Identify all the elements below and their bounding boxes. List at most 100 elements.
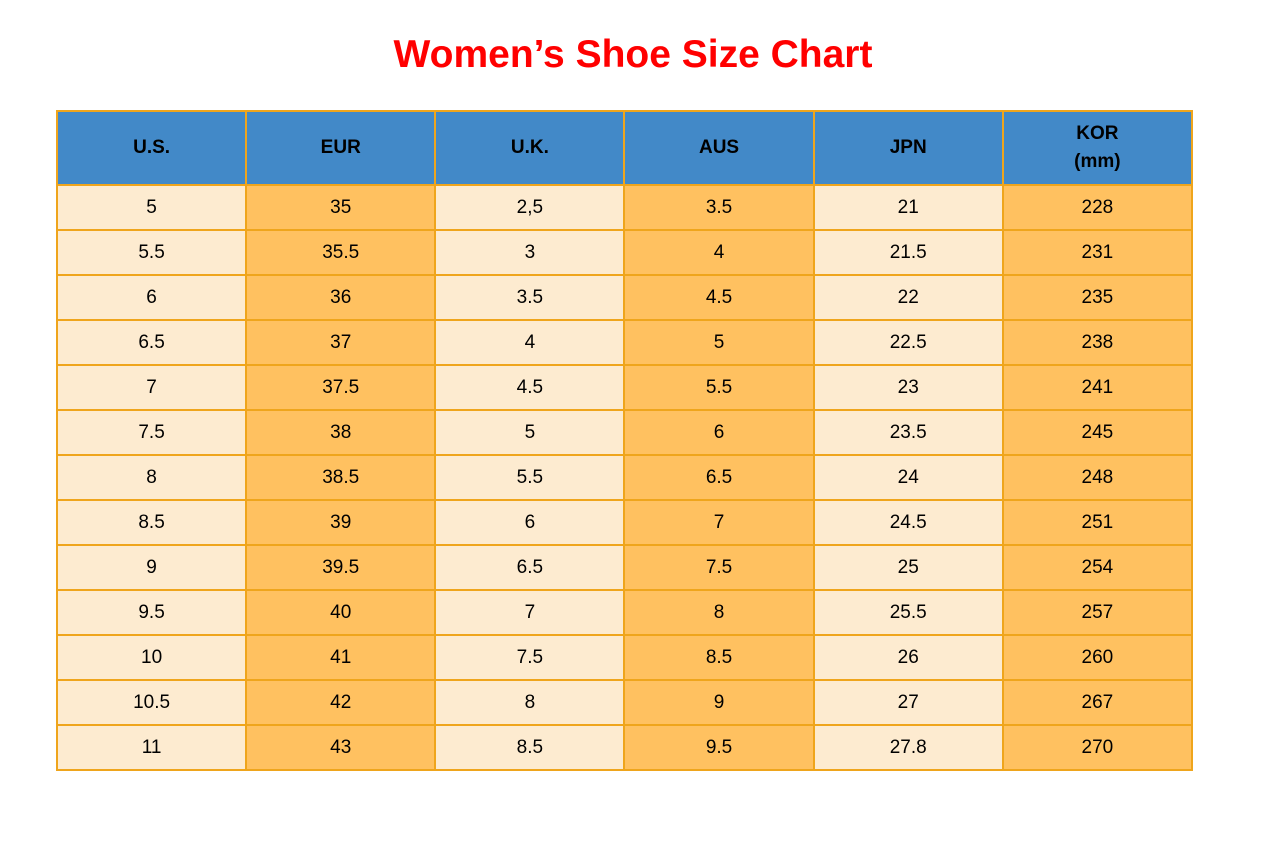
table-cell: 245 <box>1001 409 1194 456</box>
table-cell: 35.5 <box>245 229 437 276</box>
table-cell: 7 <box>55 364 248 411</box>
table-cell: 254 <box>1001 544 1194 591</box>
table-cell: 6 <box>623 409 815 456</box>
table-cell: 7 <box>623 499 815 546</box>
table-cell: 6.5 <box>55 319 248 366</box>
table-cell: 270 <box>1001 724 1194 771</box>
table-body: 5 35 2,5 3.5 21 228 5.5 35.5 3 4 21.5 231 6 36 3.5 4.5 2… <box>55 184 1194 771</box>
table-row: 5 35 2,5 3.5 21 228 <box>55 184 1194 231</box>
table-cell: 8 <box>55 454 248 501</box>
table-cell: 5 <box>55 184 248 231</box>
table-cell: 40 <box>245 589 437 636</box>
table-cell: 25.5 <box>812 589 1004 636</box>
table-cell: 42 <box>245 679 437 726</box>
table-cell: 27.8 <box>812 724 1004 771</box>
table-cell: 3.5 <box>623 184 815 231</box>
table-cell: 38.5 <box>245 454 437 501</box>
table-cell: 4 <box>434 319 626 366</box>
table-cell: 11 <box>55 724 248 771</box>
table-cell: 7.5 <box>434 634 626 681</box>
table-cell: 241 <box>1001 364 1194 411</box>
table-row: 5.5 35.5 3 4 21.5 231 <box>55 229 1194 276</box>
table-cell: 267 <box>1001 679 1194 726</box>
table-cell: 238 <box>1001 319 1194 366</box>
table-cell: 21.5 <box>812 229 1004 276</box>
table-cell: 2,5 <box>434 184 626 231</box>
table-cell: 27 <box>812 679 1004 726</box>
table-cell: 4.5 <box>623 274 815 321</box>
table-cell: 36 <box>245 274 437 321</box>
header-cell-uk: U.K. <box>434 110 626 186</box>
header-row: U.S. EUR U.K. AUS JPN KOR (mm) <box>55 110 1194 186</box>
table-cell: 8 <box>434 679 626 726</box>
table-cell: 26 <box>812 634 1004 681</box>
table-row: 7 37.5 4.5 5.5 23 241 <box>55 364 1194 411</box>
table-cell: 35 <box>245 184 437 231</box>
header-cell-kor: KOR (mm) <box>1001 110 1194 186</box>
table-cell: 39 <box>245 499 437 546</box>
table-cell: 9 <box>55 544 248 591</box>
table-cell: 3 <box>434 229 626 276</box>
table-cell: 43 <box>245 724 437 771</box>
table-cell: 5.5 <box>55 229 248 276</box>
table-cell: 6.5 <box>434 544 626 591</box>
table-cell: 7.5 <box>623 544 815 591</box>
table-row: 9 39.5 6.5 7.5 25 254 <box>55 544 1194 591</box>
table-cell: 5 <box>434 409 626 456</box>
table-row: 7.5 38 5 6 23.5 245 <box>55 409 1194 456</box>
table-cell: 22 <box>812 274 1004 321</box>
table-cell: 22.5 <box>812 319 1004 366</box>
table-cell: 6.5 <box>623 454 815 501</box>
table-cell: 3.5 <box>434 274 626 321</box>
table-cell: 4.5 <box>434 364 626 411</box>
table-cell: 9 <box>623 679 815 726</box>
shoe-size-table: U.S. EUR U.K. AUS JPN KOR (mm) 5 35 2,5 3.5… <box>55 110 1194 771</box>
table-header: U.S. EUR U.K. AUS JPN KOR (mm) <box>55 110 1194 186</box>
table-row: 6 36 3.5 4.5 22 235 <box>55 274 1194 321</box>
table-row: 6.5 37 4 5 22.5 238 <box>55 319 1194 366</box>
table-cell: 228 <box>1001 184 1194 231</box>
table-cell: 21 <box>812 184 1004 231</box>
table-cell: 8.5 <box>434 724 626 771</box>
table-cell: 6 <box>434 499 626 546</box>
table-cell: 5.5 <box>623 364 815 411</box>
header-cell-aus: AUS <box>623 110 815 186</box>
table-cell: 23 <box>812 364 1004 411</box>
table-cell: 24.5 <box>812 499 1004 546</box>
table-cell: 23.5 <box>812 409 1004 456</box>
header-cell-us: U.S. <box>55 110 248 186</box>
table-cell: 251 <box>1001 499 1194 546</box>
table-cell: 37.5 <box>245 364 437 411</box>
table-row: 10.5 42 8 9 27 267 <box>55 679 1194 726</box>
table-row: 8 38.5 5.5 6.5 24 248 <box>55 454 1194 501</box>
table-row: 8.5 39 6 7 24.5 251 <box>55 499 1194 546</box>
table-row: 9.5 40 7 8 25.5 257 <box>55 589 1194 636</box>
table-cell: 8.5 <box>55 499 248 546</box>
table-cell: 8.5 <box>623 634 815 681</box>
table-cell: 25 <box>812 544 1004 591</box>
table-cell: 257 <box>1001 589 1194 636</box>
table-cell: 24 <box>812 454 1004 501</box>
table-cell: 10.5 <box>55 679 248 726</box>
table-cell: 39.5 <box>245 544 437 591</box>
table-row: 11 43 8.5 9.5 27.8 270 <box>55 724 1194 771</box>
table-cell: 235 <box>1001 274 1194 321</box>
table-cell: 41 <box>245 634 437 681</box>
table-cell: 9.5 <box>55 589 248 636</box>
table-cell: 10 <box>55 634 248 681</box>
header-cell-jpn: JPN <box>812 110 1004 186</box>
table-cell: 7 <box>434 589 626 636</box>
table-cell: 5.5 <box>434 454 626 501</box>
table-cell: 260 <box>1001 634 1194 681</box>
table-cell: 7.5 <box>55 409 248 456</box>
header-cell-eur: EUR <box>245 110 437 186</box>
table-cell: 4 <box>623 229 815 276</box>
table-cell: 231 <box>1001 229 1194 276</box>
table-cell: 38 <box>245 409 437 456</box>
table-cell: 6 <box>55 274 248 321</box>
table-cell: 248 <box>1001 454 1194 501</box>
table-cell: 9.5 <box>623 724 815 771</box>
table-cell: 8 <box>623 589 815 636</box>
table-cell: 5 <box>623 319 815 366</box>
table-cell: 37 <box>245 319 437 366</box>
